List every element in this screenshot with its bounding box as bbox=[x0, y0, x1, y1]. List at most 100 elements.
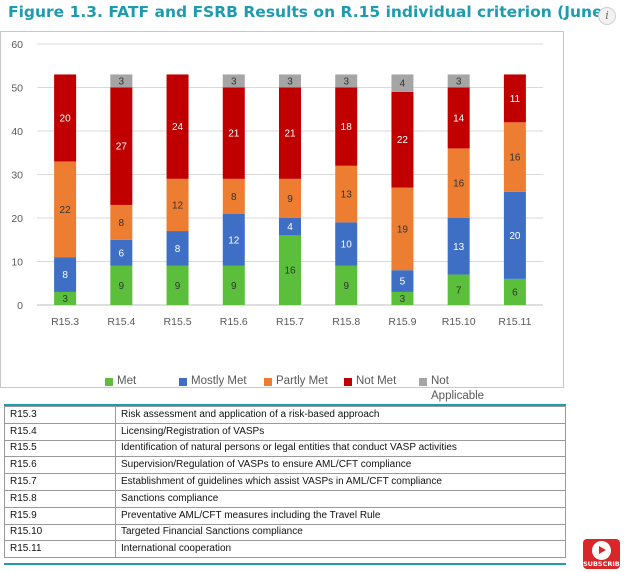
criterion-description: International cooperation bbox=[115, 540, 566, 559]
criterion-description: Establishment of guidelines which assist… bbox=[115, 473, 566, 491]
criterion-description: Sanctions compliance bbox=[115, 489, 566, 508]
x-tick-label: R15.4 bbox=[107, 316, 135, 328]
data-label: 9 bbox=[231, 281, 237, 292]
play-icon bbox=[592, 541, 611, 560]
bar-segment bbox=[391, 187, 414, 271]
table-row: R15.8 Sanctions compliance bbox=[4, 489, 566, 508]
data-label: 12 bbox=[172, 200, 184, 211]
data-label: 3 bbox=[62, 294, 68, 305]
data-label: 8 bbox=[175, 244, 181, 255]
legend-label: Not Applicable bbox=[431, 375, 485, 402]
legend-label: Met bbox=[117, 375, 137, 387]
bar-segment bbox=[447, 218, 470, 275]
legend-swatch bbox=[105, 378, 113, 386]
data-label: 3 bbox=[231, 76, 237, 87]
data-label: 3 bbox=[400, 294, 406, 305]
bar-segment bbox=[110, 239, 133, 266]
legend-item: Not Applicable bbox=[419, 374, 501, 404]
data-label: 8 bbox=[62, 270, 68, 281]
bar-segment bbox=[279, 218, 301, 236]
data-label: 13 bbox=[341, 190, 353, 201]
bar-segment bbox=[222, 87, 245, 179]
legend-swatch bbox=[264, 378, 272, 386]
x-tick-label: R15.6 bbox=[220, 316, 248, 328]
bar-segment bbox=[54, 257, 77, 292]
data-label: 20 bbox=[509, 231, 521, 242]
table-row: R15.3 Risk assessment and application of … bbox=[4, 406, 566, 424]
table-row: R15.9 Preventative AML/CFT measures inclu… bbox=[4, 506, 566, 525]
data-label: 12 bbox=[228, 235, 240, 246]
criterion-code: R15.8 bbox=[4, 489, 116, 508]
data-label: 7 bbox=[456, 285, 462, 296]
bar-segment bbox=[503, 122, 526, 192]
criterion-code: R15.4 bbox=[4, 422, 116, 441]
bar-segment bbox=[166, 178, 189, 232]
x-tick-label: R15.11 bbox=[498, 316, 531, 328]
data-label: 14 bbox=[453, 113, 465, 124]
x-tick-label: R15.10 bbox=[442, 316, 476, 328]
data-label: 11 bbox=[510, 94, 521, 105]
data-label: 20 bbox=[60, 113, 72, 124]
y-tick-label: 40 bbox=[11, 126, 23, 138]
x-tick-label: R15.3 bbox=[51, 316, 79, 328]
bar-segment bbox=[447, 148, 470, 218]
bar-segment bbox=[222, 213, 245, 266]
table-row: R15.5 Identification of natural persons o… bbox=[4, 439, 566, 458]
data-label: 3 bbox=[119, 76, 125, 87]
bar-segment bbox=[222, 178, 245, 214]
criterion-code: R15.7 bbox=[4, 473, 116, 491]
table-row: R15.10 Targeted Financial Sanctions compl… bbox=[4, 523, 566, 542]
subscribe-label: SUBSCRIBE bbox=[583, 560, 624, 568]
bar-segment bbox=[279, 178, 301, 218]
x-tick-label: R15.5 bbox=[164, 316, 192, 328]
data-label: 18 bbox=[341, 122, 353, 133]
data-label: 3 bbox=[456, 76, 462, 87]
bar-segment bbox=[335, 74, 358, 88]
bar-segment bbox=[54, 74, 77, 162]
subscribe-button[interactable]: SUBSCRIBE bbox=[583, 539, 624, 569]
data-label: 3 bbox=[287, 76, 293, 87]
data-label: 9 bbox=[287, 194, 293, 205]
criterion-description: Targeted Financial Sanctions compliance bbox=[115, 523, 566, 542]
legend-item: Not Met bbox=[344, 374, 426, 389]
data-label: 22 bbox=[397, 135, 409, 146]
criterion-code: R15.5 bbox=[4, 439, 116, 458]
bar-segment bbox=[447, 74, 470, 88]
legend-label: Mostly Met bbox=[191, 375, 247, 387]
data-label: 27 bbox=[116, 142, 128, 153]
bar-segment bbox=[391, 270, 414, 292]
data-label: 19 bbox=[397, 224, 409, 235]
legend-swatch bbox=[179, 378, 187, 386]
table-row: R15.6 Supervision/Regulation of VASPs to … bbox=[4, 456, 566, 475]
chart-legend: Met Mostly Met Partly Met Not Met Not Applic… bbox=[1, 374, 565, 414]
data-label: 16 bbox=[453, 179, 465, 190]
bar-segment bbox=[335, 87, 358, 166]
criteria-table: R15.3 Risk assessment and application of … bbox=[4, 406, 566, 559]
bar-segment bbox=[447, 274, 470, 305]
criterion-description: Licensing/Registration of VASPs bbox=[115, 422, 566, 441]
y-tick-label: 20 bbox=[11, 213, 23, 225]
bar-segment bbox=[335, 222, 358, 266]
bar-segment bbox=[222, 74, 245, 88]
bar-segment bbox=[166, 265, 189, 305]
legend-label: Not Met bbox=[356, 375, 397, 387]
criterion-code: R15.9 bbox=[4, 506, 116, 525]
data-label: 10 bbox=[341, 240, 353, 251]
data-label: 22 bbox=[60, 205, 72, 216]
bar-segment bbox=[391, 291, 414, 305]
bar-segment bbox=[447, 87, 470, 149]
y-tick-label: 30 bbox=[11, 170, 23, 182]
info-icon[interactable]: i bbox=[598, 7, 616, 25]
table-bottom-rule bbox=[4, 563, 566, 565]
legend-label: Partly Met bbox=[276, 375, 328, 387]
x-tick-label: R15.9 bbox=[388, 316, 416, 328]
x-tick-label: R15.7 bbox=[276, 316, 304, 328]
data-label: 24 bbox=[172, 122, 184, 133]
x-tick-label: R15.8 bbox=[332, 316, 360, 328]
y-tick-label: 10 bbox=[11, 257, 23, 269]
bar-segment bbox=[110, 87, 133, 205]
legend-item: Partly Met bbox=[264, 374, 346, 389]
legend-swatch bbox=[344, 378, 352, 386]
bar-segment bbox=[166, 231, 189, 266]
data-label: 9 bbox=[119, 281, 125, 292]
